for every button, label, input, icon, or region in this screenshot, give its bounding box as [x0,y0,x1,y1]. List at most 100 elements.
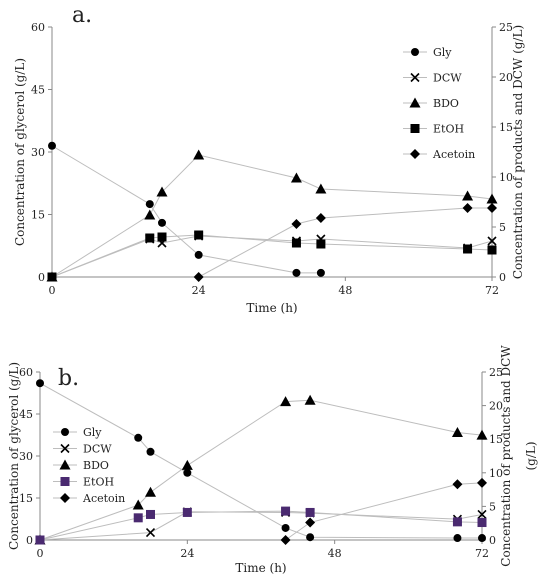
y2-axis-title-unit: (g/L) [524,441,538,470]
series-dcw [47,231,497,282]
data-point [290,172,302,183]
data-point [145,528,156,538]
data-point [145,233,155,243]
legend-label: BDO [433,97,459,110]
data-point [304,394,316,405]
y2-tick-label: 25 [489,366,503,379]
data-point [132,499,144,510]
x-tick-label: 72 [475,547,489,560]
data-point [181,459,193,470]
data-point [477,509,487,520]
x-tick-label: 72 [485,284,499,297]
x-tick-label: 48 [328,547,342,560]
data-point [452,479,463,490]
legend-label: BDO [83,459,109,472]
x-axis-title: Time (h) [235,561,286,575]
data-point [478,534,486,543]
y2-tick-label: 20 [489,400,503,413]
legend-label: Gly [83,426,102,439]
y-tick-label: 45 [31,84,45,97]
x-axis-title: Time (h) [246,301,297,315]
data-point [183,468,192,477]
series-acetoin [193,203,497,282]
y2-tick-label: 10 [489,467,503,480]
data-point [47,272,57,282]
legend-marker [410,72,420,83]
y2-tick-label: 15 [489,433,503,446]
legend: Gly DCW BDO EtOH Acetoin [403,46,475,161]
y-axis-title: Concentration of glycerol (g/L) [7,362,21,550]
y-tick-label: 0 [38,271,45,284]
data-point [451,426,463,437]
data-point [306,533,315,542]
panel-label: a. [72,3,92,28]
y-tick-label: 60 [31,21,45,34]
data-point [452,517,462,527]
legend-marker [61,428,69,436]
data-point [133,513,143,523]
data-point [487,236,497,246]
data-point [305,507,315,517]
legend-marker [410,149,420,159]
legend-marker [60,477,70,486]
data-point [291,238,301,248]
y-tick-label: 45 [19,408,33,421]
series-line [39,399,483,541]
data-point [194,230,204,240]
data-point [487,203,497,213]
data-point [316,268,325,277]
legend-marker [60,443,70,454]
y2-tick-label: 10 [499,171,513,184]
series-etoh [35,506,487,545]
data-point [156,186,168,197]
data-point [146,509,155,519]
y-tick-label: 30 [19,450,33,463]
data-point [291,219,302,229]
data-point [193,149,205,160]
data-point [477,477,487,488]
y-axis-title: Concentration of glycerol (g/L) [13,58,27,246]
data-point [315,183,327,194]
data-point [35,535,45,545]
series-bdo [46,149,498,282]
y-tick-label: 30 [31,146,45,159]
y-tick-label: 60 [19,366,33,379]
series-etoh [47,230,497,282]
x-tick-label: 48 [338,284,352,297]
data-point [158,218,166,227]
x-tick-label: 24 [180,547,194,560]
legend-label: DCW [83,443,112,456]
y2-tick-label: 0 [499,271,506,284]
data-point [280,396,292,407]
panel-b: b. 0 15 30 45 60 0 5 10 15 20 25 0 24 48 72 Time (h) Conc… [7,345,538,575]
data-point [281,523,290,532]
data-point [315,213,326,223]
data-point [316,239,326,249]
data-point [194,250,203,259]
y2-axis-title: Concentration of products and DCW (g/L) [511,25,525,279]
legend-marker [410,124,420,133]
y-tick-label: 15 [19,492,33,505]
data-point [462,203,473,213]
legend-marker [60,493,70,503]
data-point [145,200,154,209]
data-point [182,507,192,517]
series-line [51,234,493,278]
data-point [193,272,204,282]
legend-label: DCW [433,72,462,85]
series-line [51,235,493,278]
data-point [477,518,487,528]
data-point [48,141,56,150]
data-point [486,193,498,204]
data-point [487,245,497,255]
data-point [462,190,474,201]
y2-axis-title: Concentration of products and DCW [499,345,513,567]
legend: Gly DCW BDO EtOH Acetoin [53,426,125,505]
y-tick-label: 15 [31,209,45,222]
y2-tick-label: 15 [499,121,513,134]
data-point [36,379,44,388]
y2-tick-label: 5 [489,500,496,513]
y2-tick-label: 5 [499,221,506,234]
legend-label: Acetoin [432,148,475,161]
